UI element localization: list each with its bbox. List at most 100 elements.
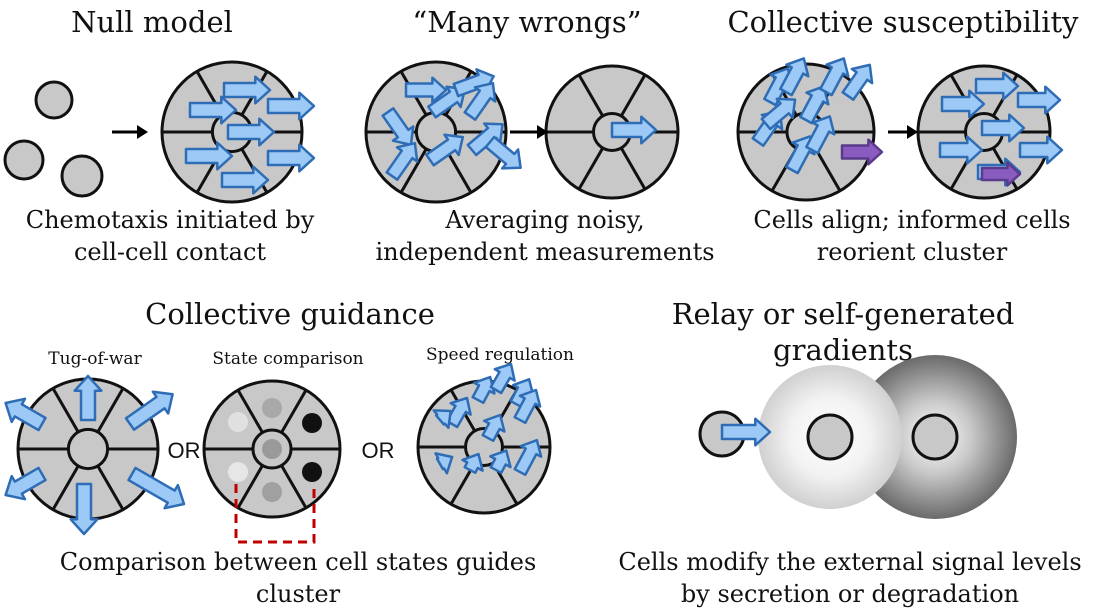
collective-susceptibility-caption-line1: Cells align; informed cells bbox=[753, 206, 1070, 234]
tug-of-war-label: Tug-of-war bbox=[48, 349, 142, 369]
cell-state-marker bbox=[302, 413, 322, 433]
cluster-center-cell bbox=[66, 427, 110, 471]
single-cell bbox=[60, 154, 104, 198]
tug-arrow bbox=[69, 482, 99, 536]
null-model-caption-line1: Chemotaxis initiated by bbox=[26, 206, 315, 234]
cell-boundary bbox=[280, 464, 308, 509]
or-label-1: OR bbox=[168, 438, 201, 463]
cell-boundary bbox=[619, 74, 647, 117]
speed-arrow bbox=[489, 362, 516, 395]
averaged-direction-arrow bbox=[610, 115, 658, 145]
cell-boundary bbox=[577, 74, 605, 117]
tug-arrow bbox=[4, 397, 47, 432]
cell-state-marker bbox=[228, 412, 248, 432]
noisy-measurement-arrow bbox=[466, 122, 504, 157]
cell-state-marker bbox=[228, 462, 248, 482]
aligned-cell-arrow bbox=[841, 63, 874, 101]
collective-guidance-title: Collective guidance bbox=[145, 297, 435, 331]
speed-arrow bbox=[513, 438, 543, 477]
tug-arrow bbox=[4, 466, 47, 501]
or-label-2: OR bbox=[362, 438, 395, 463]
noisy-measurement-arrow bbox=[425, 133, 465, 167]
many-wrongs-caption-line2: independent measurements bbox=[375, 238, 714, 266]
aligned-cell-arrow bbox=[760, 97, 797, 131]
cell-boundary bbox=[51, 387, 80, 433]
relay-cell-light-zone bbox=[806, 413, 854, 461]
speed-arrow bbox=[432, 409, 452, 430]
collective-guidance-caption-line1: Comparison between cell states guides bbox=[60, 548, 537, 576]
collective-susceptibility-caption-line2: reorient cluster bbox=[817, 238, 1008, 266]
reoriented-cell-arrow bbox=[980, 113, 1026, 143]
aligned-cell-arrow bbox=[805, 115, 836, 155]
single-cell bbox=[34, 80, 74, 120]
aligned-cell-arrow bbox=[779, 57, 810, 97]
relay-title-line2: gradients bbox=[773, 333, 913, 367]
aligned-cell-arrow bbox=[819, 57, 850, 97]
noisy-measurement-arrow bbox=[381, 107, 415, 147]
speed-arrow bbox=[434, 452, 454, 475]
speed-regulation-label: Speed regulation bbox=[426, 345, 574, 365]
relay-caption-line1: Cells modify the external signal levels bbox=[618, 548, 1081, 576]
chemotaxis-arrow bbox=[266, 143, 316, 173]
cell-boundary bbox=[280, 389, 308, 434]
relay-title-line1: Relay or self-generated bbox=[672, 297, 1015, 331]
transition-arrow-head bbox=[907, 125, 918, 139]
relay-gradient bbox=[758, 355, 1017, 519]
transition-arrow-head bbox=[137, 125, 148, 139]
noisy-measurement-arrow bbox=[484, 135, 522, 170]
noisy-measurement-arrow bbox=[404, 76, 448, 104]
reoriented-cell-arrow bbox=[938, 135, 984, 165]
cell-boundary bbox=[814, 147, 842, 192]
tug-arrow bbox=[127, 466, 186, 510]
chemotaxis-arrow bbox=[220, 165, 270, 195]
chemotaxis-arrow bbox=[188, 95, 238, 125]
reoriented-cell-arrow bbox=[1018, 135, 1064, 165]
cell-boundary bbox=[96, 465, 125, 511]
chemotaxis-arrow bbox=[226, 117, 276, 147]
chemotaxis-arrow bbox=[266, 91, 316, 121]
cell-boundary bbox=[236, 389, 264, 434]
single-cell bbox=[3, 139, 45, 181]
null-model-title: Null model bbox=[71, 5, 233, 39]
collective-susceptibility-title: Collective susceptibility bbox=[727, 5, 1079, 39]
chemotaxis-arrow bbox=[184, 141, 234, 171]
arrow-layer bbox=[4, 57, 1064, 536]
cell-boundary bbox=[236, 464, 264, 509]
cell-boundary bbox=[96, 387, 125, 433]
chemotaxis-arrow bbox=[222, 75, 272, 105]
aligned-cell-arrow bbox=[799, 85, 830, 125]
speed-arrow bbox=[461, 452, 484, 475]
cell-boundary bbox=[577, 147, 605, 190]
collective-guidance-caption-line2: cluster bbox=[256, 580, 341, 608]
reoriented-cell-arrow bbox=[940, 89, 986, 119]
state-comparison-link bbox=[234, 484, 316, 544]
null-model-caption-line2: cell-cell contact bbox=[74, 238, 266, 266]
informed-cell-arrow bbox=[980, 161, 1022, 187]
tug-arrow bbox=[124, 390, 174, 431]
cell-boundary bbox=[51, 465, 80, 511]
many-wrongs-title: “Many wrongs” bbox=[412, 5, 641, 39]
cell-boundary bbox=[444, 148, 473, 194]
transition-arrow-head bbox=[537, 125, 548, 139]
noisy-measurement-arrow bbox=[427, 85, 467, 119]
speed-arrow bbox=[481, 413, 506, 443]
relay-migration-arrow bbox=[720, 417, 772, 447]
reoriented-cell-arrow bbox=[974, 71, 1020, 101]
state-comparison-label: State comparison bbox=[212, 349, 363, 369]
reoriented-cell-arrow bbox=[1016, 85, 1062, 115]
cell-boundary bbox=[399, 148, 428, 194]
noisy-measurement-arrow bbox=[385, 141, 419, 181]
speed-arrow bbox=[489, 449, 512, 475]
cell-boundary bbox=[619, 147, 647, 190]
cell-state-marker bbox=[302, 462, 322, 482]
relay-cell-dark-zone bbox=[911, 413, 959, 461]
informed-cell-arrow bbox=[840, 138, 884, 166]
tug-of-war-cluster bbox=[16, 377, 160, 521]
noisy-measurement-arrow bbox=[463, 81, 497, 121]
cell-state-marker bbox=[262, 482, 282, 502]
tug-arrow bbox=[73, 374, 103, 422]
cell-state-marker bbox=[262, 398, 282, 418]
cell-state-marker bbox=[262, 439, 282, 459]
many-wrongs-caption-line1: Averaging noisy, bbox=[444, 206, 644, 234]
